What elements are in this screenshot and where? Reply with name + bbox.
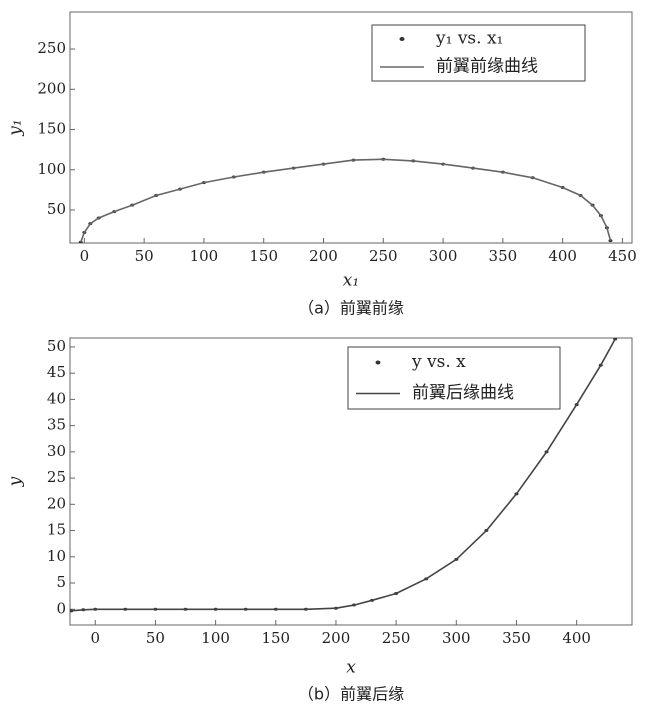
y-axis-label: y <box>6 476 26 487</box>
plot-data <box>78 157 613 243</box>
x-tick-label: 0 <box>90 629 100 647</box>
x-tick-label: 400 <box>548 247 577 265</box>
y-tick-label: 40 <box>47 389 66 407</box>
legend-label: 前翼后缘曲线 <box>412 383 514 403</box>
data-line <box>80 158 612 243</box>
legend-label: y vs. x <box>411 352 466 372</box>
y-tick-label: 45 <box>47 363 66 381</box>
y-tick-label: 50 <box>47 337 66 355</box>
x-tick-label: 300 <box>429 247 458 265</box>
x-tick-label: 100 <box>190 247 219 265</box>
legend-marker <box>399 37 405 41</box>
chart: 0 50 100 150 200 250 300 350 400 0 5 10 15 20 25 30 35 40… <box>6 337 633 704</box>
caption: （a）前翼前缘 <box>298 299 404 318</box>
y-tick-label: 30 <box>47 442 66 460</box>
y-tick-label: 20 <box>47 494 66 512</box>
legend-box <box>347 346 561 410</box>
y-tick-label: 150 <box>37 120 66 138</box>
x-tick-label: 300 <box>442 629 471 647</box>
legend-marker <box>375 360 381 365</box>
plot-frame <box>69 11 633 244</box>
y-tick-label: 10 <box>47 547 66 565</box>
x-axis-label: x₁ <box>343 271 359 291</box>
x-tick-label: 100 <box>201 629 230 647</box>
legend-label: y₁ vs. x₁ <box>435 29 503 49</box>
plot-data <box>70 338 618 613</box>
x-tick-label: 50 <box>146 629 165 647</box>
x-tick-label: 350 <box>489 247 518 265</box>
y-tick-label: 50 <box>47 200 66 218</box>
y-tick-label: 25 <box>47 468 66 486</box>
x-tick-label: 400 <box>562 629 591 647</box>
x-tick-label: 0 <box>80 247 90 265</box>
x-tick-label: 250 <box>369 247 398 265</box>
plot-frame <box>69 337 633 626</box>
chart: 0 50 100 150 200 250 300 350 400 450 50 100 150 200 25… <box>6 11 637 318</box>
y-tick-label: 250 <box>37 39 66 57</box>
x-tick-label: 200 <box>309 247 338 265</box>
y-tick-label: 200 <box>37 79 66 97</box>
y-tick-label: 5 <box>56 573 66 591</box>
legend-box <box>371 24 586 82</box>
x-tick-label: 50 <box>135 247 154 265</box>
y-tick-label: 35 <box>47 416 66 434</box>
x-tick-label: 250 <box>382 629 411 647</box>
legend-label: 前翼前缘曲线 <box>436 57 538 77</box>
x-tick-label: 200 <box>322 629 351 647</box>
caption: （b）前翼后缘 <box>298 685 404 704</box>
x-tick-label: 350 <box>502 629 531 647</box>
y-tick-label: 15 <box>47 521 66 539</box>
y-tick-label: 0 <box>56 599 66 617</box>
y-tick-label: 100 <box>37 160 66 178</box>
y-axis-label: y₁ <box>6 119 26 136</box>
x-tick-label: 450 <box>608 247 637 265</box>
x-axis-label: x <box>346 658 356 678</box>
x-tick-label: 150 <box>249 247 278 265</box>
x-tick-label: 150 <box>261 629 290 647</box>
data-line <box>71 338 616 612</box>
